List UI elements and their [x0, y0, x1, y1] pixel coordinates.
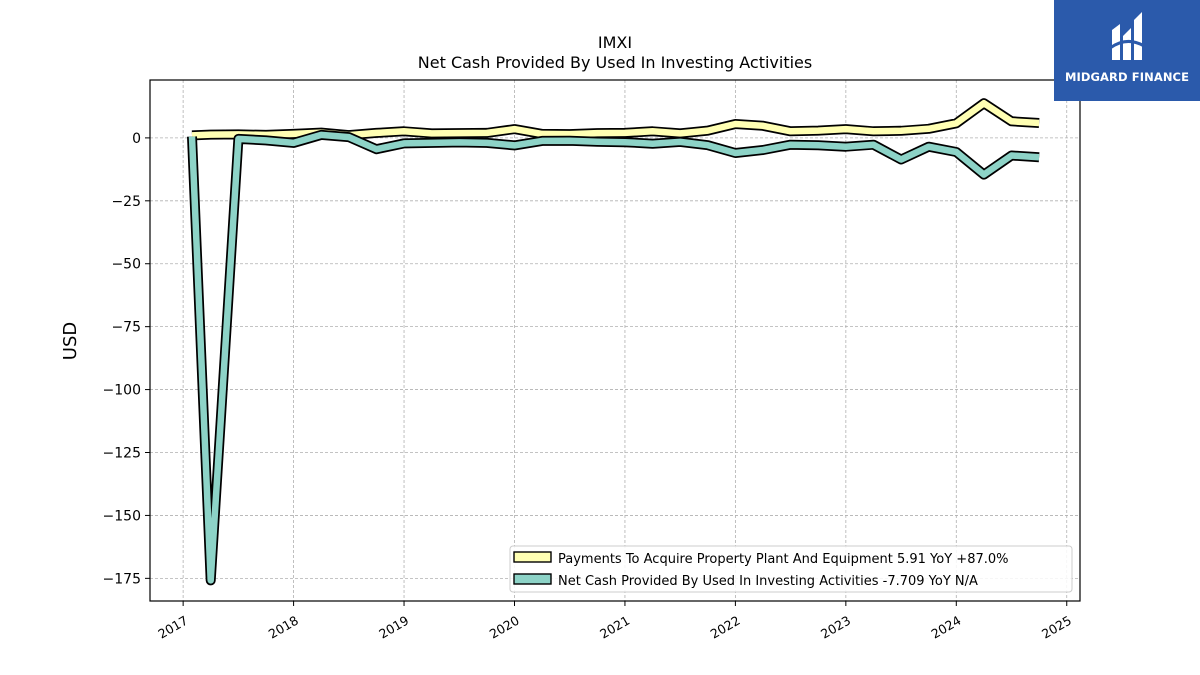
y-tick-label: −75	[111, 320, 141, 336]
x-tick-label: 2021	[597, 613, 632, 642]
chart-subtitle: Net Cash Provided By Used In Investing A…	[418, 53, 812, 72]
legend-entry: Payments To Acquire Property Plant And E…	[558, 552, 1009, 567]
x-tick-label: 2019	[376, 613, 411, 642]
y-axis-label: USD	[60, 322, 81, 360]
x-tick-label: 2020	[487, 613, 522, 642]
y-tick-label: −125	[103, 446, 141, 462]
logo-mark-icon	[1109, 12, 1145, 60]
x-tick-label: 2017	[155, 613, 190, 642]
series-line	[188, 131, 1040, 584]
x-tick-label: 2024	[929, 613, 964, 642]
y-tick-label: −100	[103, 383, 141, 399]
y-tick-label: −50	[111, 257, 141, 273]
x-tick-label: 2022	[708, 613, 743, 642]
y-tick-label: 0	[132, 131, 141, 147]
series-layer	[187, 98, 1040, 586]
grid	[150, 80, 1080, 601]
x-tick-label: 2023	[818, 613, 853, 642]
y-tick-label: −25	[111, 194, 141, 210]
y-tick-label: −150	[103, 508, 141, 524]
legend-swatch	[513, 573, 552, 585]
x-tick-label: 2025	[1039, 613, 1074, 642]
legend-swatch	[513, 551, 552, 563]
brand-logo: MIDGARD FINANCE	[1054, 0, 1200, 101]
plot-frame	[149, 79, 1081, 602]
x-tick-label: 2018	[266, 613, 301, 642]
y-tick-label: −175	[103, 571, 141, 587]
legend-entry: Net Cash Provided By Used In Investing A…	[558, 574, 978, 589]
series-outline	[187, 129, 1040, 586]
logo-text: MIDGARD FINANCE	[1064, 70, 1190, 84]
chart-title: IMXI	[598, 33, 632, 52]
legend-box	[509, 545, 1073, 593]
legend: Payments To Acquire Property Plant And E…	[509, 545, 1073, 593]
